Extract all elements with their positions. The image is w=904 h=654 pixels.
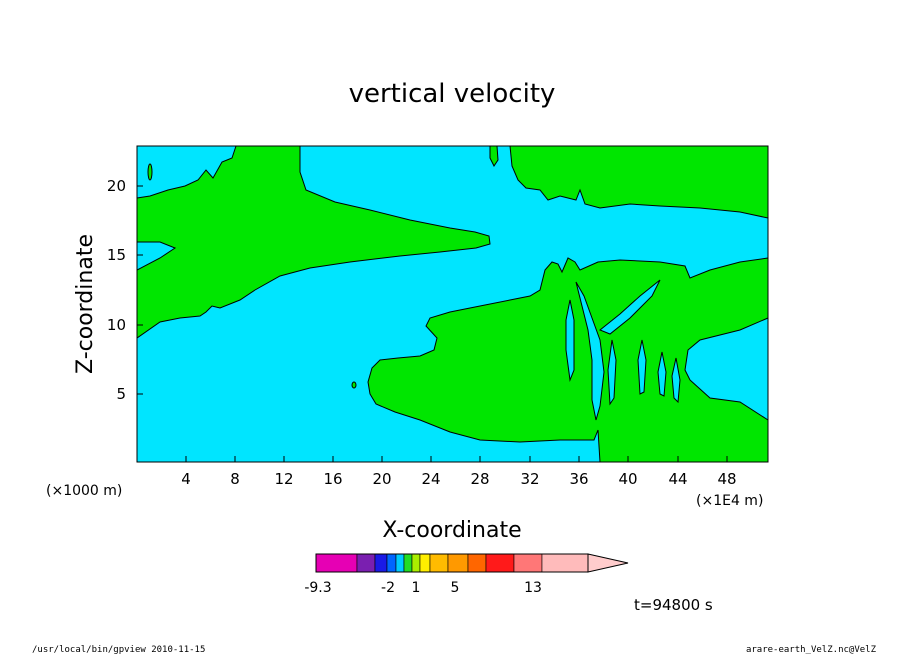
negative-streak-d [607, 339, 617, 406]
colorbar-label: 1 [412, 580, 421, 596]
x-tick-label: 48 [717, 470, 736, 488]
x-axis-label: X-coordinate [382, 518, 521, 543]
chart-title: vertical velocity [349, 79, 556, 109]
colorbar-frame [315, 553, 589, 573]
x-tick-label: 24 [421, 470, 440, 488]
colorbar-label: 13 [524, 580, 542, 596]
colorbar-extension-arrow [587, 553, 629, 573]
negative-streak-e [637, 339, 647, 395]
x-unit-label-right: (×1E4 m) [696, 493, 763, 509]
y-tick-label: 15 [107, 246, 126, 264]
x-tick-label: 20 [372, 470, 391, 488]
y-tick-labels: 5 10 15 20 [107, 177, 126, 403]
colorbar-cell [419, 553, 431, 573]
colorbar-cell [541, 553, 589, 573]
negative-channel-b [599, 279, 661, 335]
negative-streak-f [657, 351, 667, 397]
closed-contour-left [147, 163, 153, 181]
y-tick-label: 5 [116, 385, 126, 403]
x-tick-label: 8 [230, 470, 240, 488]
y-ticks [137, 185, 143, 395]
colorbar: -9.3 -2 1 5 13 [304, 553, 629, 596]
negative-streak-c [565, 299, 575, 382]
colorbar-cell [447, 553, 469, 573]
y-tick-label: 20 [107, 177, 126, 195]
y-axis-label: Z-coordinate [73, 234, 98, 374]
x-tick-label: 40 [618, 470, 637, 488]
x-tick-label: 32 [520, 470, 539, 488]
colorbar-cell [429, 553, 449, 573]
x-tick-label: 4 [181, 470, 191, 488]
x-tick-label: 16 [323, 470, 342, 488]
closed-contour-small [351, 381, 357, 389]
x-tick-label: 28 [470, 470, 489, 488]
colorbar-cell [467, 553, 487, 573]
colorbar-cells [315, 553, 589, 573]
x-tick-label: 44 [668, 470, 687, 488]
footer-right: arare-earth_VelZ.nc@VelZ [746, 645, 877, 654]
x-tick-labels: 4 8 12 16 20 24 28 32 36 40 44 48 [181, 470, 736, 488]
colorbar-label: 5 [451, 580, 460, 596]
colorbar-cell [485, 553, 515, 573]
negative-channel-a [575, 281, 605, 421]
colorbar-cell [315, 553, 358, 573]
colorbar-cell [386, 553, 397, 573]
colorbar-label: -2 [381, 580, 395, 596]
colorbar-label: -9.3 [304, 580, 331, 596]
plot-frame [136, 145, 769, 463]
positive-region-upper-left [136, 145, 491, 339]
x-tick-label: 36 [569, 470, 588, 488]
colorbar-cell [356, 553, 376, 573]
colorbar-cell [395, 553, 405, 573]
x-tick-label: 12 [274, 470, 293, 488]
colorbar-cell [374, 553, 388, 573]
plot-area [136, 145, 769, 463]
colorbar-cell [411, 553, 421, 573]
colorbar-cell [403, 553, 413, 573]
negative-streak-g [671, 357, 681, 404]
x-ticks [185, 456, 728, 462]
time-label: t=94800 s [634, 596, 713, 614]
x-unit-label-left: (×1000 m) [46, 483, 122, 499]
colorbar-cell [513, 553, 543, 573]
y-tick-label: 10 [107, 316, 126, 334]
positive-region-upper-right [509, 145, 769, 219]
footer-left: /usr/local/bin/gpview 2010-11-15 [32, 645, 205, 654]
